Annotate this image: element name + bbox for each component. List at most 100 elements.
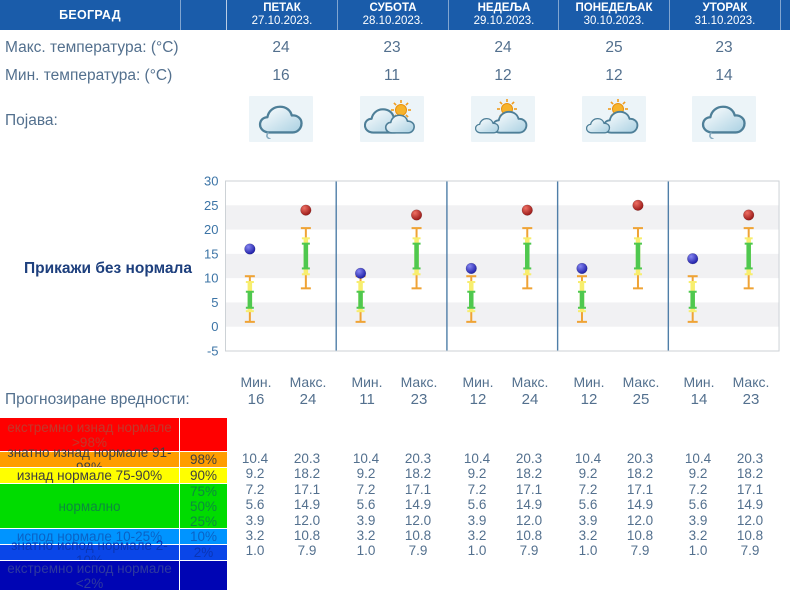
climatology-row: изнад нормале 75-90% 90%	[0, 467, 227, 483]
min-temp-value: 12	[605, 67, 623, 84]
forecast-max-point	[411, 209, 423, 221]
normal-min-value: 3.2	[688, 528, 708, 543]
normal-min-value: 7.2	[688, 482, 708, 497]
normal-max-value: 10.8	[404, 528, 432, 543]
normal-min-value: 7.2	[467, 482, 487, 497]
chart-svg: 30 25 20 15 10 5 0 -5	[204, 174, 780, 359]
percentile-badge: 90%	[189, 468, 218, 483]
forecast-max-header: Макс.	[511, 374, 549, 390]
climatology-label: нормално	[0, 484, 180, 528]
sun-clouds-icon	[474, 99, 528, 134]
normal-min-value: 1.0	[688, 543, 708, 558]
normal-min-value: 1.0	[356, 543, 376, 558]
clouds-sun-icon	[363, 100, 415, 134]
normal-min-value: 3.9	[245, 513, 265, 528]
climatology-row: испод нормале 10-25% 10%	[0, 528, 227, 544]
normal-range-min	[576, 275, 587, 323]
normal-max-value: 17.1	[515, 482, 543, 497]
normal-max-value: 20.3	[404, 451, 432, 466]
forecast-max-header: Макс.	[289, 374, 327, 390]
normal-min-value: 1.0	[578, 543, 598, 558]
percentile-cell: 10%	[180, 529, 227, 544]
forecast-max-value: 23	[410, 391, 428, 408]
climatology-row: екстремно испод нормале <2%	[0, 560, 227, 591]
day-header: УТОРАК 31.10.2023.	[669, 0, 780, 30]
min-temp-value: 11	[383, 67, 401, 84]
normal-min-value: 9.2	[356, 466, 376, 481]
show-without-normals-button[interactable]: Прикажи без нормала	[24, 260, 192, 277]
normal-min-value: 3.2	[467, 528, 487, 543]
y-axis-tick: 15	[204, 246, 218, 261]
normal-min-value: 3.9	[688, 513, 708, 528]
normal-max-value: 20.3	[293, 451, 321, 466]
normal-range-max	[632, 227, 643, 290]
normal-min-value: 7.2	[356, 482, 376, 497]
forecast-min-point	[465, 262, 477, 274]
location-title: БЕОГРАД	[59, 8, 121, 22]
climatology-row: нормално 75% 50% 25%	[0, 483, 227, 529]
normal-range-max	[743, 227, 754, 290]
forecast-min-header: Мин.	[351, 374, 383, 390]
day-date: 29.10.2023.	[473, 15, 535, 27]
day-name: ПОНЕДЕЉАК	[575, 2, 653, 14]
normal-min-value: 7.2	[245, 482, 265, 497]
normal-range-max	[300, 227, 311, 290]
y-axis-tick: 25	[204, 198, 218, 213]
phenomena-icon-panel	[360, 96, 424, 142]
forecast-max-value: 24	[521, 391, 539, 408]
normal-max-value: 17.1	[626, 482, 654, 497]
percentile-badge: 10%	[189, 529, 218, 544]
normal-max-value: 10.8	[515, 528, 543, 543]
normal-min-value: 9.2	[245, 466, 265, 481]
normal-min-value: 9.2	[578, 466, 598, 481]
normal-max-value: 12.0	[404, 513, 432, 528]
forecast-min-point	[244, 243, 256, 255]
forecast-max-point	[521, 204, 533, 216]
day-name: ПЕТАК	[263, 2, 301, 14]
normal-min-value: 10.4	[463, 451, 491, 466]
forecast-min-value: 11	[359, 391, 375, 408]
phenomena-icon-panel	[582, 96, 646, 142]
normal-max-value: 12.0	[736, 513, 764, 528]
climatology-label: екстремно испод нормале <2%	[0, 561, 180, 591]
forecast-min-header: Мин.	[573, 374, 605, 390]
normal-min-value: 3.2	[578, 528, 598, 543]
normal-max-value: 14.9	[293, 497, 321, 512]
normal-max-value: 14.9	[515, 497, 543, 512]
normal-min-value: 3.9	[356, 513, 376, 528]
forecast-max-point	[743, 209, 755, 221]
percentile-badge: 75%	[189, 483, 218, 499]
normal-min-value: 9.2	[467, 466, 487, 481]
climatology-row: знатно испод нормале 2-10% 2%	[0, 538, 227, 568]
normal-max-value: 18.2	[515, 466, 543, 481]
percentile-cell: 90%	[180, 468, 227, 483]
normal-min-value: 1.0	[467, 543, 487, 558]
climatology-label: изнад нормале 75-90%	[0, 468, 180, 483]
cloudy-moon-icon	[258, 105, 303, 140]
day-date: 30.10.2023.	[583, 15, 645, 27]
day-date: 27.10.2023.	[251, 15, 313, 27]
normal-max-value: 7.9	[740, 543, 760, 558]
normal-min-value: 3.9	[467, 513, 487, 528]
percentile-cell	[180, 418, 227, 451]
normal-max-value: 7.9	[630, 543, 650, 558]
normal-max-value: 18.2	[626, 466, 654, 481]
forecast-min-point	[355, 267, 367, 279]
climatology-label: знатно изнад нормале 91-98%	[0, 445, 180, 475]
percentile-badge: 98%	[189, 452, 218, 467]
normal-min-value: 10.4	[352, 451, 380, 466]
header-separator	[180, 0, 181, 30]
normal-max-value: 14.9	[404, 497, 432, 512]
phenomena-label: Појава:	[5, 112, 58, 129]
climatology-label: екстремно изнад нормале >98%	[0, 418, 180, 451]
percentile-badge: 50%	[189, 498, 218, 514]
normal-max-value: 17.1	[293, 482, 321, 497]
climatology-label: знатно испод нормале 2-10%	[0, 538, 180, 568]
normal-max-value: 10.8	[736, 528, 764, 543]
normal-min-value: 9.2	[688, 466, 708, 481]
normal-range-max	[411, 227, 422, 290]
y-axis-tick: 30	[204, 174, 218, 189]
phenomena-icon-panel	[249, 96, 313, 142]
max-temp-value: 24	[272, 39, 290, 56]
